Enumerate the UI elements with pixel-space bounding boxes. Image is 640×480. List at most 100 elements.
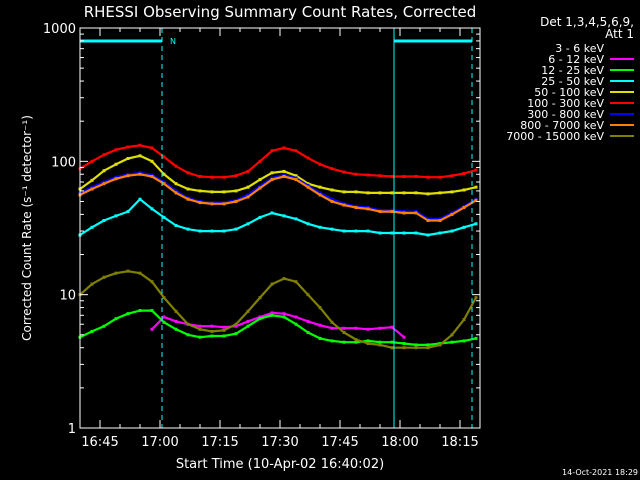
data-point [162,399,166,403]
data-point [294,399,298,403]
x-tick-label: 16:45 [81,435,118,450]
data-point [198,324,202,328]
data-point [462,206,466,210]
data-point [186,227,190,231]
data-point [150,146,154,150]
data-point [186,197,190,201]
data-point [378,210,382,214]
data-point [150,174,154,178]
night-bar-label: N [170,37,176,46]
data-point [306,293,310,297]
data-point [378,326,382,330]
data-point [282,174,286,178]
data-point [318,225,322,229]
data-point [162,155,166,159]
data-point [354,338,358,342]
data-point [186,333,190,337]
data-point [390,174,394,178]
data-point [234,389,238,393]
data-point [390,325,394,329]
data-point [234,174,238,178]
data-point [318,306,322,310]
data-point [198,327,202,331]
data-point [462,188,466,192]
data-point [306,331,310,335]
data-point [282,312,286,316]
data-point [198,189,202,193]
data-point [186,171,190,175]
chart-title: RHESSI Observing Summary Count Rates, Co… [84,3,477,21]
legend-label: 25 - 50 keV [541,75,604,88]
data-point [330,197,334,201]
data-point [222,328,226,332]
legend-label: 100 - 300 keV [527,97,604,110]
data-point [294,315,298,319]
data-point [174,411,178,415]
data-point [174,319,178,323]
data-point [294,178,298,182]
data-point [138,271,142,275]
series-line [79,154,477,195]
data-point [90,282,94,286]
data-point [306,185,310,189]
data-point [126,312,130,316]
data-point [138,143,142,147]
data-point [306,319,310,323]
data-point [414,174,418,178]
data-point [186,322,190,326]
legend-label: 7000 - 15000 keV [506,130,604,143]
data-point [366,229,370,233]
data-point [246,371,250,375]
series-line [79,198,477,237]
data-point [198,201,202,205]
data-point [390,340,394,344]
data-point [342,203,346,207]
x-tick-label: 17:00 [141,435,178,450]
data-point [330,420,334,424]
data-point [450,212,454,216]
data-point [186,403,190,407]
data-point [294,176,298,180]
data-point [114,162,118,166]
data-point [246,324,250,328]
data-point [246,319,250,323]
data-point [210,334,214,338]
data-point [294,149,298,153]
data-point [210,324,214,328]
data-point [414,191,418,195]
data-point [366,191,370,195]
data-point [222,202,226,206]
data-point [198,229,202,233]
data-point [414,211,418,215]
data-point [330,339,334,343]
data-point [222,395,226,399]
data-point [174,327,178,331]
data-point [474,336,478,340]
data-point [174,182,178,186]
data-point [234,322,238,326]
data-point [210,229,214,233]
data-point [378,191,382,195]
data-point [126,269,130,273]
data-point [402,191,406,195]
data-point [438,231,442,235]
data-point [90,178,94,182]
data-point [246,169,250,173]
data-point [318,185,322,189]
data-point [390,210,394,214]
data-point [210,202,214,206]
data-point [438,343,442,347]
data-point [426,233,430,237]
data-point [342,229,346,233]
data-point [474,222,478,226]
x-tick-label: 17:15 [201,435,238,450]
data-point [426,218,430,222]
x-tick-label: 17:45 [321,435,358,450]
data-point [450,190,454,194]
y-tick-label: 100 [51,155,76,170]
data-point [462,172,466,176]
data-point [402,231,406,235]
data-point [426,175,430,179]
data-point [378,340,382,344]
data-point [366,339,370,343]
